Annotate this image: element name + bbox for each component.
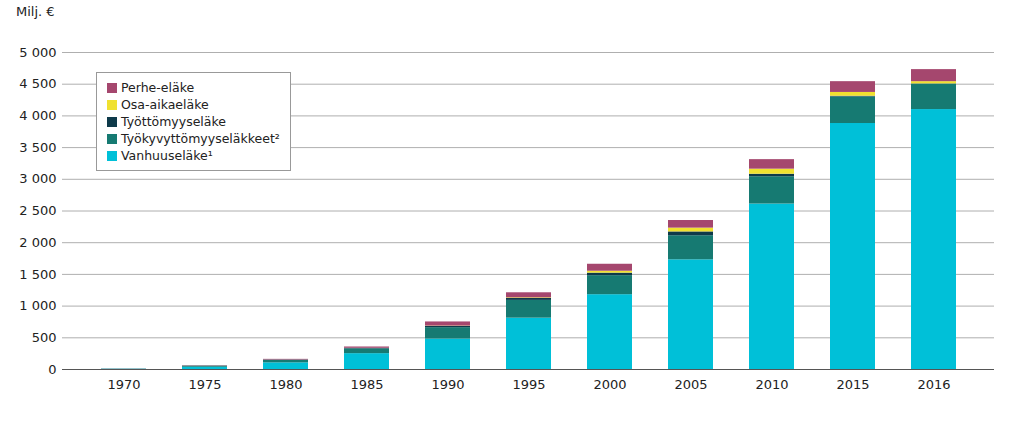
svg-text:2010: 2010 <box>755 377 788 392</box>
svg-text:1990: 1990 <box>431 377 464 392</box>
svg-text:2005: 2005 <box>674 377 707 392</box>
svg-text:1985: 1985 <box>350 377 383 392</box>
html-text:Työttömyyseläke: Työttömyyseläke <box>121 114 226 129</box>
svg-text:1 000: 1 000 <box>19 298 56 313</box>
svg-text:1975: 1975 <box>188 377 221 392</box>
svg-text:2016: 2016 <box>917 377 950 392</box>
html-text:Osa-aikaeläke: Osa-aikaeläke <box>121 97 209 112</box>
svg-text:5 000: 5 000 <box>19 45 56 60</box>
html-text:Työkyvyttömyyseläkkeet²: Työkyvyttömyyseläkkeet² <box>121 131 280 146</box>
svg-text:4 000: 4 000 <box>19 108 56 123</box>
svg-text:1980: 1980 <box>269 377 302 392</box>
svg-text:2 000: 2 000 <box>19 235 56 250</box>
html-text:Vanhuuseläke¹: Vanhuuseläke¹ <box>121 148 213 163</box>
svg-text:1995: 1995 <box>512 377 545 392</box>
svg-text:2 500: 2 500 <box>19 203 56 218</box>
svg-text:500: 500 <box>32 330 57 345</box>
svg-text:2000: 2000 <box>593 377 626 392</box>
svg-text:1 500: 1 500 <box>19 267 56 282</box>
svg-text:3 000: 3 000 <box>19 171 56 186</box>
svg-text:0: 0 <box>48 362 56 377</box>
svg-text:4 500: 4 500 <box>19 76 56 91</box>
svg-text:3 500: 3 500 <box>19 140 56 155</box>
svg-text:1970: 1970 <box>107 377 140 392</box>
html-text:Milj. €: Milj. € <box>16 4 55 19</box>
html-text:Perhe-eläke: Perhe-eläke <box>121 80 195 95</box>
svg-text:2015: 2015 <box>836 377 869 392</box>
